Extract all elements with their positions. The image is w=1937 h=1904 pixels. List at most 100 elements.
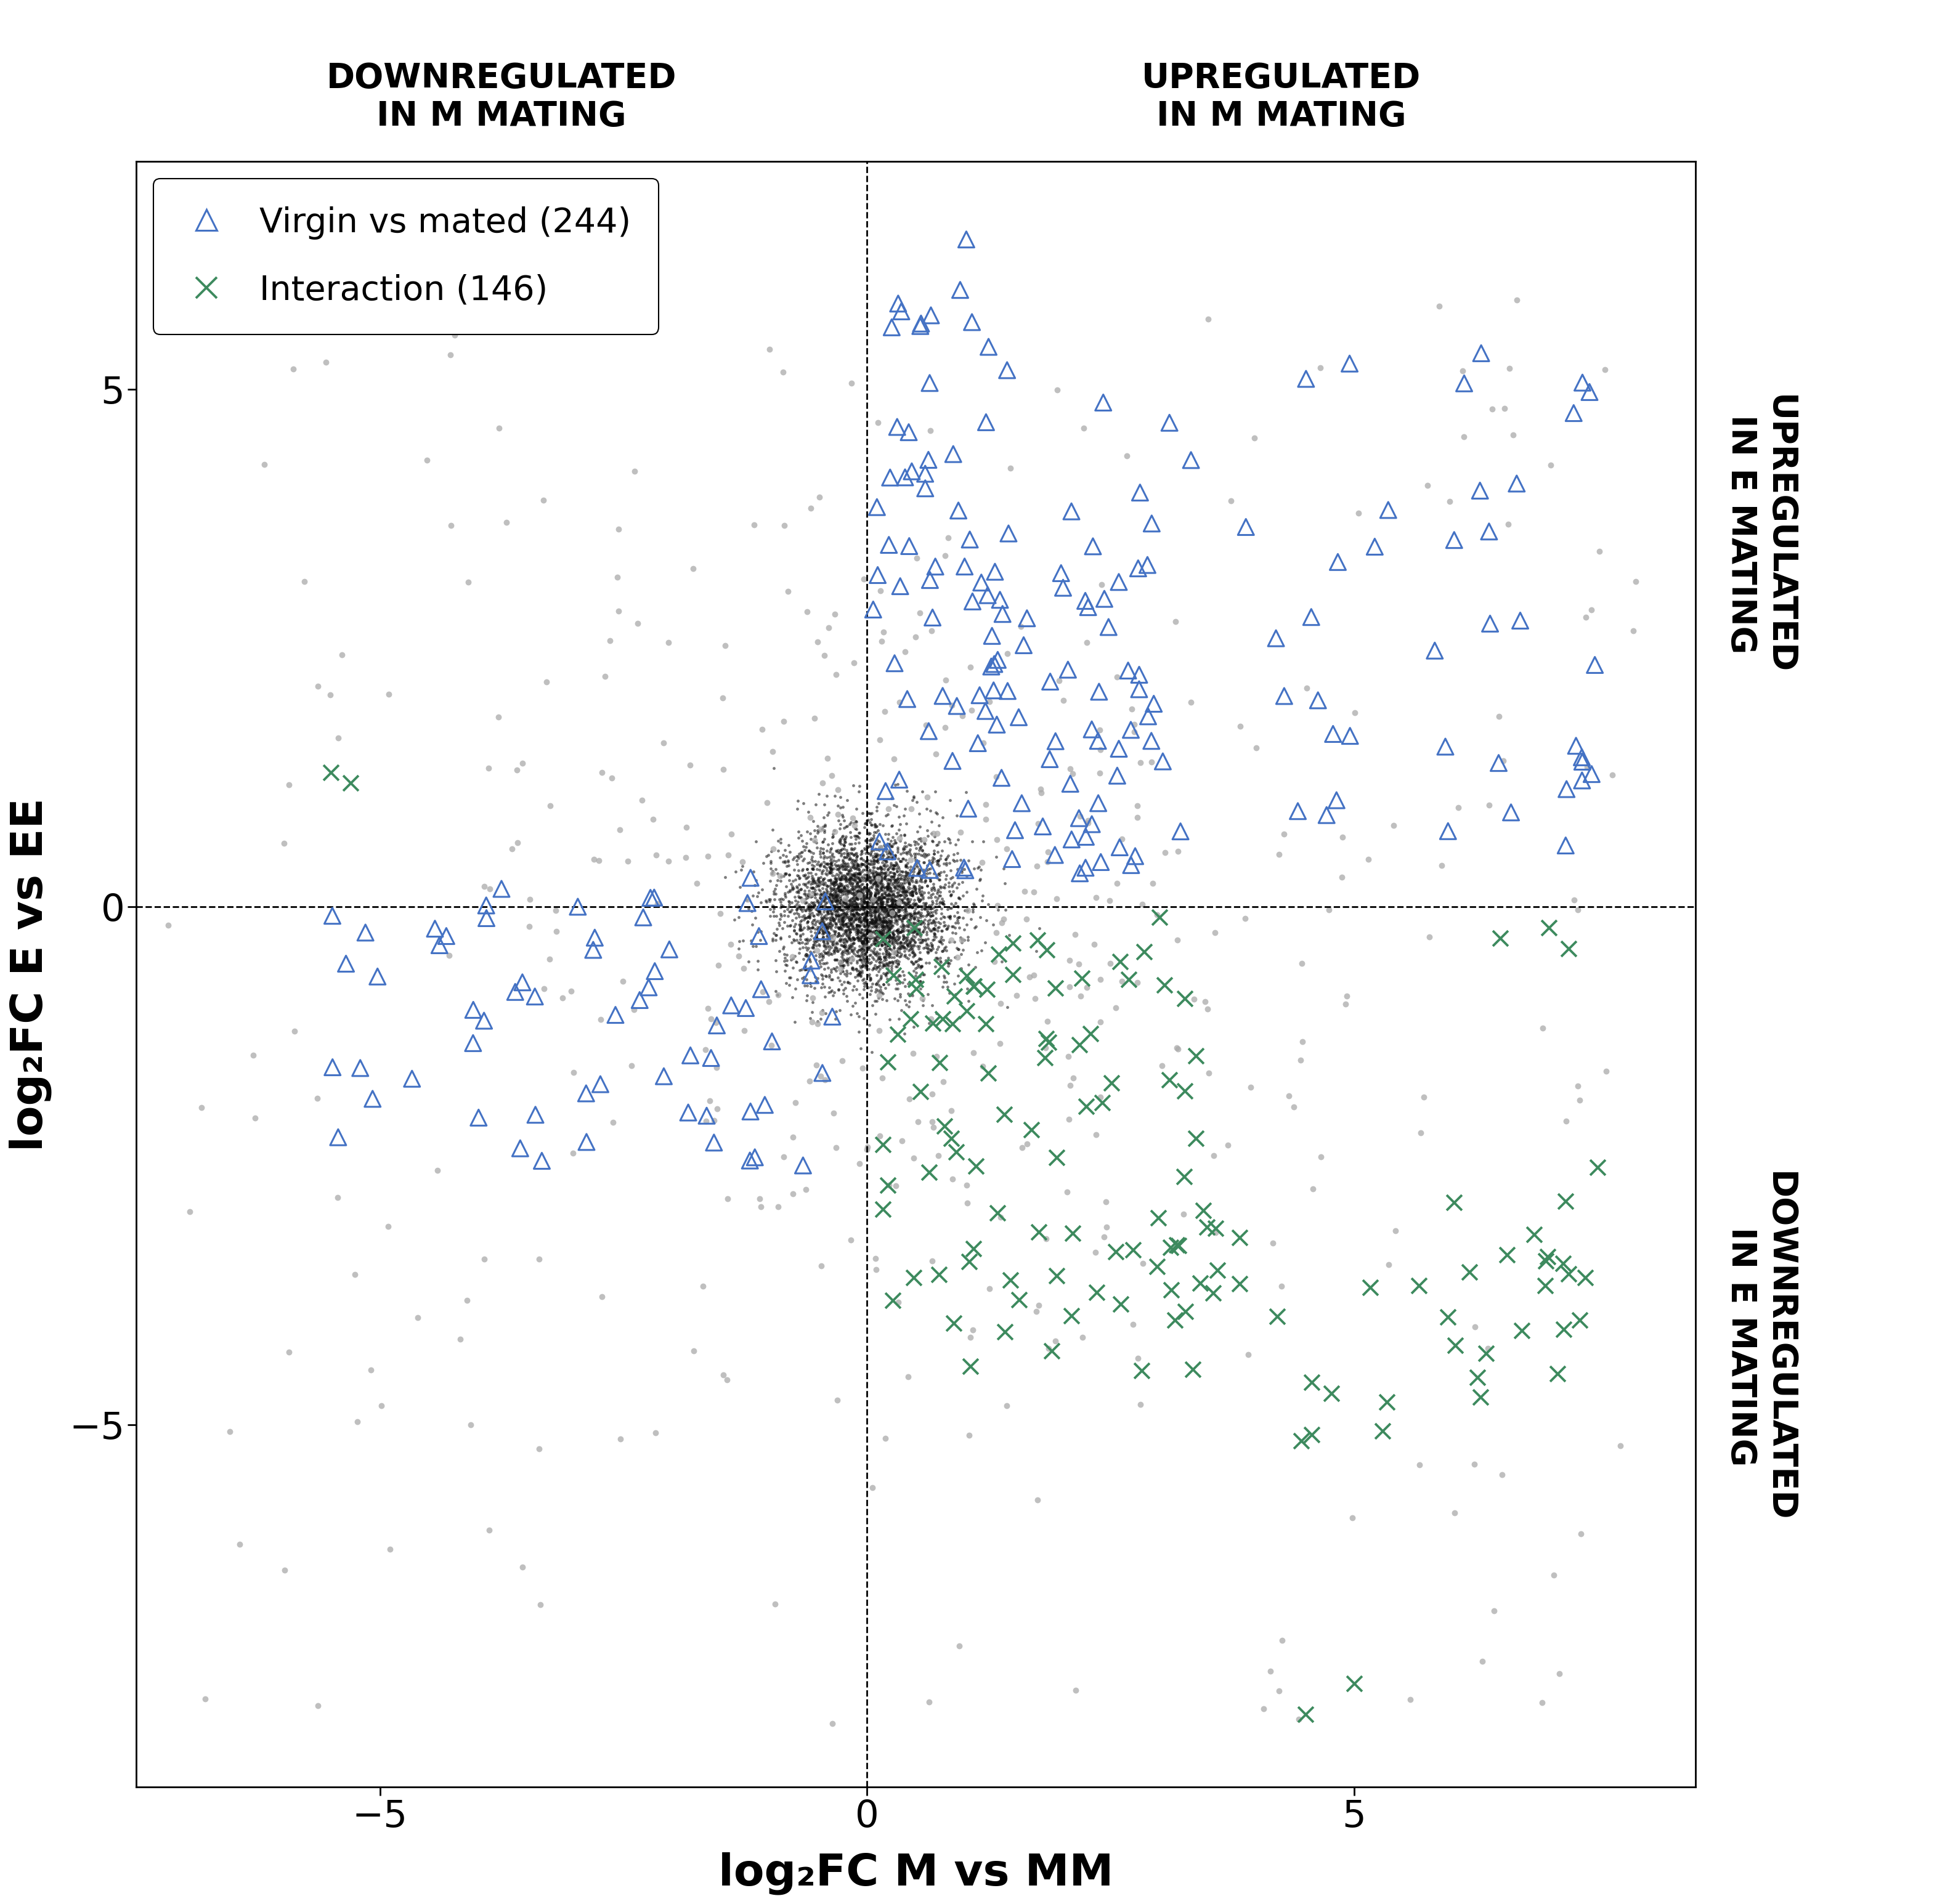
Point xyxy=(877,923,908,954)
Point xyxy=(877,891,908,922)
Point xyxy=(848,933,879,963)
Point xyxy=(424,929,455,960)
Point xyxy=(891,922,922,952)
Point xyxy=(817,910,848,941)
Point xyxy=(815,760,846,790)
Point xyxy=(827,1045,858,1076)
Point xyxy=(819,891,850,922)
Point xyxy=(852,914,883,944)
Point xyxy=(843,849,874,880)
Point xyxy=(866,889,897,920)
Point xyxy=(790,933,821,963)
Point xyxy=(918,821,949,851)
Point xyxy=(866,861,897,891)
Point xyxy=(854,910,885,941)
Point xyxy=(860,1255,891,1285)
Point xyxy=(792,880,823,910)
Point xyxy=(823,893,854,923)
Point xyxy=(891,863,922,893)
Point xyxy=(817,853,848,883)
Point xyxy=(934,840,965,870)
Point xyxy=(843,863,874,893)
Point xyxy=(907,880,938,910)
Point xyxy=(934,948,965,979)
Point xyxy=(955,524,986,554)
Point xyxy=(846,933,877,963)
Point xyxy=(775,868,806,899)
Point xyxy=(825,902,856,933)
Point xyxy=(535,790,566,821)
Point xyxy=(864,922,895,952)
Point xyxy=(843,1002,874,1032)
Point xyxy=(802,811,833,842)
Point xyxy=(790,895,821,925)
Point xyxy=(848,893,879,923)
Point xyxy=(916,826,947,857)
Point xyxy=(916,807,947,838)
Point xyxy=(1532,1241,1563,1272)
Point xyxy=(893,986,924,1017)
Point xyxy=(810,910,841,941)
Point xyxy=(792,853,823,883)
Point xyxy=(858,842,889,872)
Point xyxy=(872,912,903,942)
Point xyxy=(879,925,910,956)
Point xyxy=(843,916,874,946)
Point xyxy=(912,912,943,942)
Point xyxy=(887,967,918,998)
Point xyxy=(924,887,955,918)
Point xyxy=(845,771,876,802)
Point xyxy=(864,843,895,874)
Point xyxy=(872,899,903,929)
Point xyxy=(831,986,862,1017)
Point xyxy=(897,893,928,923)
Point xyxy=(854,902,885,933)
Point xyxy=(972,889,1003,920)
Point xyxy=(910,866,941,897)
Point xyxy=(920,942,951,973)
Point xyxy=(571,1127,602,1158)
Point xyxy=(806,849,837,880)
Point xyxy=(895,901,926,931)
Point xyxy=(823,920,854,950)
Point xyxy=(823,912,854,942)
Point xyxy=(877,910,908,941)
Point xyxy=(829,861,860,891)
Point xyxy=(874,948,905,979)
Point xyxy=(1567,743,1598,773)
Point xyxy=(922,912,953,942)
Point xyxy=(883,883,914,914)
Point xyxy=(876,885,907,916)
Point xyxy=(920,920,951,950)
Point xyxy=(771,910,802,941)
Point xyxy=(912,859,943,889)
Point xyxy=(829,876,860,906)
Point xyxy=(852,864,883,895)
Point xyxy=(815,912,846,942)
Point xyxy=(866,853,897,883)
Point xyxy=(835,817,866,847)
Point xyxy=(763,1192,794,1222)
Point xyxy=(1571,752,1602,783)
Point xyxy=(831,880,862,910)
Point xyxy=(891,929,922,960)
Point xyxy=(877,883,908,914)
Point xyxy=(893,920,924,950)
Point xyxy=(901,893,932,923)
Point xyxy=(831,893,862,923)
Point xyxy=(792,876,823,906)
Point xyxy=(633,973,664,1003)
Point xyxy=(814,857,845,887)
Point xyxy=(814,880,845,910)
Point xyxy=(616,1051,647,1081)
Point xyxy=(965,902,996,933)
Point xyxy=(860,811,891,842)
Point xyxy=(841,910,872,941)
Point xyxy=(920,910,951,941)
Point xyxy=(814,882,845,912)
Point xyxy=(951,861,982,891)
Point xyxy=(862,878,893,908)
Point xyxy=(833,904,864,935)
Point xyxy=(1007,1133,1038,1163)
Point xyxy=(837,901,868,931)
